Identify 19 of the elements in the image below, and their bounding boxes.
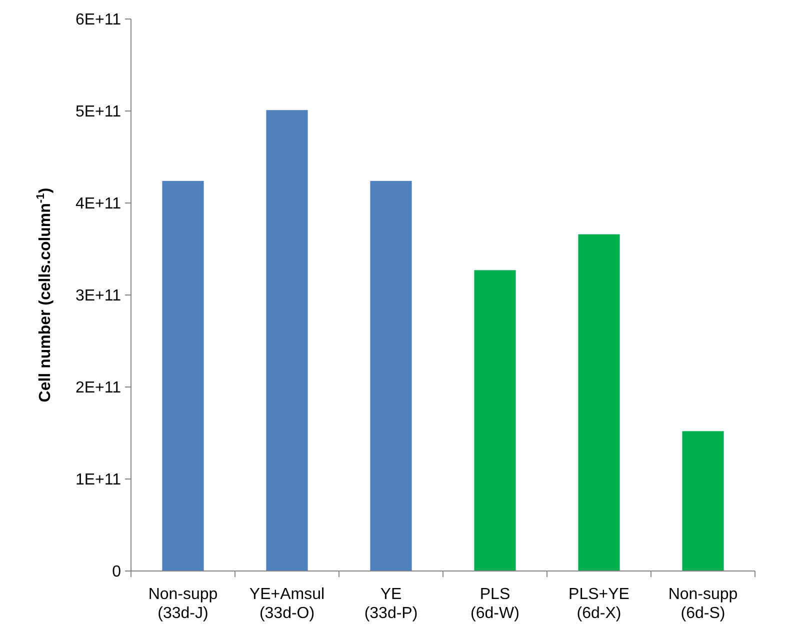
y-tick-label: 1E+11 <box>75 472 122 489</box>
y-tick-label: 3E+11 <box>75 288 122 305</box>
y-tick-label: 4E+11 <box>75 196 122 213</box>
bar <box>266 110 308 571</box>
y-tick-label: 0 <box>112 564 122 581</box>
bar <box>370 180 412 571</box>
x-tick-label: Non-supp (33d-J) <box>148 586 218 622</box>
x-tick-label: PLS+YE (6d-X) <box>568 586 630 622</box>
x-tick-label: Non-supp (6d-S) <box>668 586 738 622</box>
y-tick-label: 6E+11 <box>75 12 122 29</box>
x-tick-label: YE (33d-P) <box>364 586 418 622</box>
bar <box>474 270 516 571</box>
bar <box>162 180 204 571</box>
x-tick-label: PLS (6d-W) <box>470 586 520 622</box>
x-tick-label: YE+Amsul (33d-O) <box>249 586 325 622</box>
bar <box>578 234 620 571</box>
bar <box>682 431 724 571</box>
y-tick-label: 2E+11 <box>75 380 122 397</box>
y-tick-label: 5E+11 <box>75 104 122 121</box>
